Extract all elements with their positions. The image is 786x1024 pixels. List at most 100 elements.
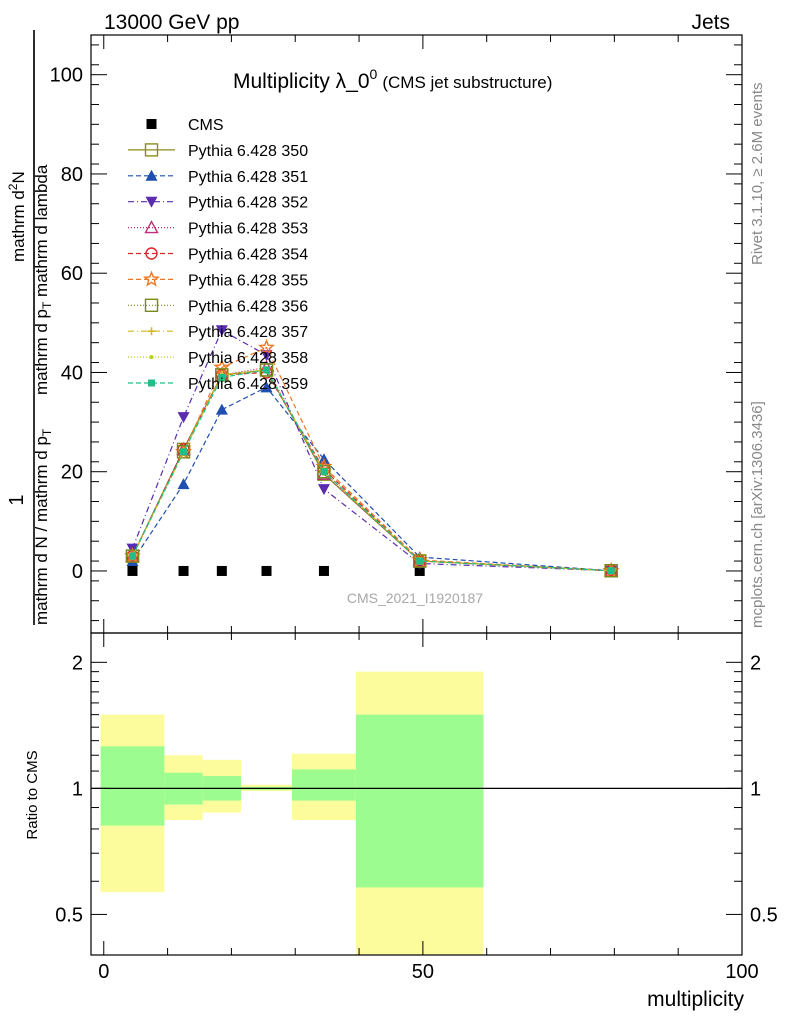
series-10: [128, 366, 615, 575]
data-point: [215, 368, 229, 382]
data-point: [263, 366, 271, 374]
ratio-y-tick-label-left: 1: [72, 778, 83, 800]
y-tick-label: 100: [50, 65, 83, 87]
header-energy-label: 13000 GeV pp: [104, 11, 239, 34]
ylabel-frac2-denominator: mathrm d pT mathrm d lambda: [32, 164, 54, 395]
ratio-axis-ticks: 0.5 0.5 1 1 2 2 0 50 100: [55, 633, 778, 983]
legend-entry-9: Pythia 6.428 358: [128, 350, 308, 367]
ratio-y-axis-label: Ratio to CMS: [24, 750, 41, 839]
series-line-8: [131, 369, 612, 572]
legend-label: Pythia 6.428 358: [188, 350, 308, 367]
data-point: [176, 445, 191, 459]
ratio-bands: [100, 671, 484, 955]
legend-marker: [147, 327, 156, 336]
legend-entry-6: Pythia 6.428 355: [128, 270, 308, 289]
rivet-version-label: Rivet 3.1.10, ≥ 2.6M events: [749, 83, 766, 266]
ratio-y-tick-label-left: 0.5: [55, 904, 83, 926]
legend-label: Pythia 6.428 359: [188, 376, 308, 393]
data-point: [416, 557, 424, 565]
y-tick-label: 60: [61, 263, 83, 285]
legend: CMS Pythia 6.428 350 Pythia 6.428 351 Pythi…: [128, 117, 308, 393]
ratio-plot-frame: [90, 632, 743, 956]
data-point: [178, 565, 189, 576]
series-line-10: [131, 369, 612, 572]
main-series-layer: [123, 325, 620, 578]
ratio-y-tick-label-left: 2: [72, 652, 83, 674]
legend-marker: [144, 143, 159, 157]
legend-marker: [145, 247, 158, 260]
ratio-band-green: [292, 769, 356, 801]
series-7: [125, 363, 618, 578]
legend-label: Pythia 6.428 355: [188, 272, 308, 289]
ylabel-denominator: mathrm d N / mathrm d pT: [32, 428, 54, 625]
data-point: [260, 381, 273, 393]
legend-marker: [145, 169, 158, 181]
series-2: [126, 381, 618, 576]
legend-entry-0: CMS: [146, 117, 224, 134]
data-point: [215, 325, 228, 337]
series-9: [130, 367, 614, 573]
legend-marker: [148, 379, 155, 387]
legend-entry-10: Pythia 6.428 359: [128, 376, 308, 393]
legend-entry-4: Pythia 6.428 353: [128, 220, 308, 238]
plot-title: Multiplicity λ_00 (CMS jet substructure): [233, 66, 552, 93]
data-point: [125, 549, 140, 563]
y-tick-label: 80: [61, 164, 83, 186]
legend-label: Pythia 6.428 356: [188, 298, 308, 315]
legend-entry-5: Pythia 6.428 354: [128, 247, 308, 264]
main-plot: 0 20 40 60 80 100 Multiplicity λ_00 (CMS jet s…: [50, 34, 743, 634]
data-point: [607, 567, 615, 575]
main-axis-ticks: 0 20 40 60 80 100: [50, 35, 743, 633]
legend-entry-3: Pythia 6.428 352: [128, 195, 308, 212]
y-tick-label: 0: [72, 561, 83, 583]
series-line-5: [131, 371, 612, 572]
mcplots-label: mcplots.cern.ch [arXiv:1306.3436]: [749, 401, 766, 628]
ratio-plot: 0.5 0.5 1 1 2 2 0 50 100 Ratio to CMS multiplici…: [24, 632, 778, 1011]
series-line-2: [131, 386, 612, 572]
y-tick-label: 20: [61, 462, 83, 484]
legend-marker: [145, 196, 158, 208]
legend-label: Pythia 6.428 354: [188, 247, 308, 264]
ratio-band-green: [355, 714, 484, 888]
series-8: [128, 365, 616, 575]
series-line-4: [131, 366, 612, 572]
data-point: [177, 412, 190, 424]
ratio-y-tick-label-right: 0.5: [750, 904, 778, 926]
x-tick-label: 100: [725, 961, 758, 983]
ratio-y-tick-label-right: 2: [750, 652, 761, 674]
analysis-watermark: CMS_2021_I1920187: [347, 590, 483, 606]
ratio-band-green: [100, 746, 165, 826]
legend-marker: [144, 298, 159, 312]
data-point: [213, 358, 231, 375]
data-point: [318, 565, 329, 576]
legend-marker: [142, 270, 161, 287]
series-1: [125, 363, 618, 578]
legend-entry-8: Pythia 6.428 357: [128, 324, 308, 341]
legend-label: Pythia 6.428 352: [188, 195, 308, 212]
data-point: [261, 565, 272, 576]
legend-entry-2: Pythia 6.428 351: [128, 169, 308, 186]
x-tick-label: 50: [412, 961, 434, 983]
data-point: [180, 448, 188, 456]
data-point: [320, 468, 328, 476]
data-point: [258, 338, 276, 355]
y-tick-label: 40: [61, 362, 83, 384]
series-line-1: [131, 369, 612, 572]
legend-marker: [146, 119, 157, 129]
ratio-y-tick-label-right: 1: [750, 778, 761, 800]
data-point: [127, 565, 138, 576]
main-y-axis-label: 1 mathrm d N / mathrm d pT mathrm d2N ma…: [6, 30, 54, 625]
x-axis-label: multiplicity: [647, 988, 744, 1011]
legend-marker: [149, 355, 154, 360]
data-point: [177, 478, 190, 490]
series-5: [126, 366, 618, 577]
data-point: [218, 373, 226, 381]
x-tick-label: 0: [98, 961, 109, 983]
data-point: [216, 565, 227, 576]
legend-entry-1: Pythia 6.428 350: [128, 143, 308, 160]
ylabel-one: 1: [6, 494, 28, 505]
series-0: [127, 565, 425, 576]
legend-label: Pythia 6.428 357: [188, 324, 308, 341]
ylabel-frac2-numerator: mathrm d2N: [6, 171, 28, 262]
